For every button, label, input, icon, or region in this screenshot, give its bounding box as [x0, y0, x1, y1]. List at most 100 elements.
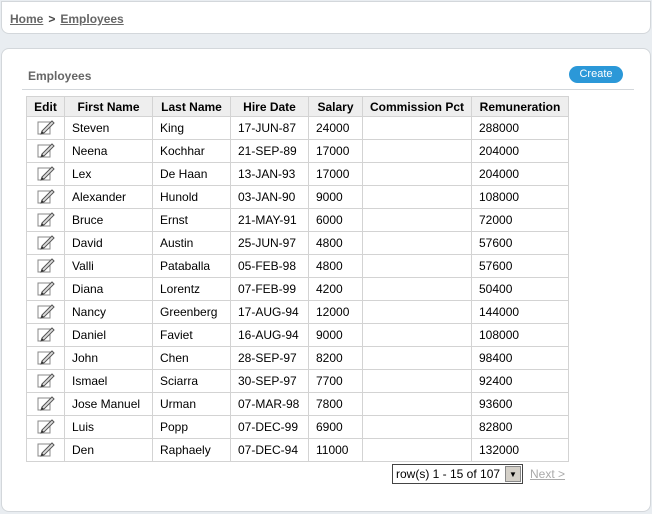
edit-cell	[26, 438, 65, 462]
edit-pencil-icon[interactable]	[37, 441, 55, 460]
table-cell: 07-DEC-99	[230, 415, 309, 439]
edit-pencil-icon[interactable]	[37, 257, 55, 276]
table-cell: 25-JUN-97	[230, 231, 309, 255]
table-cell: 4800	[308, 254, 363, 278]
table-cell: Hunold	[152, 185, 231, 209]
table-cell: Luis	[64, 415, 153, 439]
table-cell: Nancy	[64, 300, 153, 324]
table-cell: 144000	[471, 300, 569, 324]
edit-pencil-icon[interactable]	[37, 119, 55, 138]
table-cell: 288000	[471, 116, 569, 140]
table-cell: 21-MAY-91	[230, 208, 309, 232]
table-row: Ismael Sciarra 30-SEP-97 7700 92400	[26, 369, 569, 393]
table-cell: Diana	[64, 277, 153, 301]
table-cell: David	[64, 231, 153, 255]
table-cell: Urman	[152, 392, 231, 416]
column-header[interactable]: Commission Pct	[362, 96, 472, 117]
table-cell: 108000	[471, 185, 569, 209]
breadcrumb-home[interactable]: Home	[10, 12, 44, 26]
table-row: Neena Kochhar 21-SEP-89 17000 204000	[26, 139, 569, 163]
breadcrumb-separator: >	[48, 12, 56, 26]
edit-pencil-icon[interactable]	[37, 395, 55, 414]
table-cell: 4800	[308, 231, 363, 255]
table-cell: 72000	[471, 208, 569, 232]
edit-pencil-icon[interactable]	[37, 234, 55, 253]
edit-pencil-icon[interactable]	[37, 418, 55, 437]
table-cell: 07-DEC-94	[230, 438, 309, 462]
column-header[interactable]: Remuneration	[471, 96, 569, 117]
table-cell: 9000	[308, 323, 363, 347]
table-cell	[362, 185, 472, 209]
edit-cell	[26, 323, 65, 347]
table-cell: 50400	[471, 277, 569, 301]
edit-cell	[26, 254, 65, 278]
table-cell	[362, 438, 472, 462]
edit-cell	[26, 369, 65, 393]
edit-pencil-icon[interactable]	[37, 372, 55, 391]
employees-region: Employees Create Edit First Name Last Name…	[1, 48, 651, 512]
region-title: Employees	[28, 69, 92, 83]
table-cell	[362, 392, 472, 416]
edit-cell	[26, 162, 65, 186]
chevron-down-icon[interactable]: ▼	[505, 466, 521, 482]
edit-cell	[26, 415, 65, 439]
table-cell	[362, 162, 472, 186]
column-header[interactable]: Hire Date	[230, 96, 309, 117]
row-range-value: row(s) 1 - 15 of 107	[396, 467, 501, 481]
table-row: Lex De Haan 13-JAN-93 17000 204000	[26, 162, 569, 186]
column-header[interactable]: Last Name	[152, 96, 231, 117]
table-cell	[362, 300, 472, 324]
table-row: Luis Popp 07-DEC-99 6900 82800	[26, 415, 569, 439]
table-cell: 92400	[471, 369, 569, 393]
breadcrumb-employees[interactable]: Employees	[60, 12, 124, 26]
column-header[interactable]: First Name	[64, 96, 153, 117]
edit-pencil-icon[interactable]	[37, 188, 55, 207]
table-cell: Sciarra	[152, 369, 231, 393]
table-cell: 57600	[471, 254, 569, 278]
table-cell: 6900	[308, 415, 363, 439]
table-cell	[362, 254, 472, 278]
next-link[interactable]: Next >	[530, 467, 566, 481]
table-cell: 6000	[308, 208, 363, 232]
table-cell: Chen	[152, 346, 231, 370]
table-cell	[362, 346, 472, 370]
table-cell: 17-JUN-87	[230, 116, 309, 140]
table-row: David Austin 25-JUN-97 4800 57600	[26, 231, 569, 255]
table-cell: 21-SEP-89	[230, 139, 309, 163]
table-cell: 17000	[308, 139, 363, 163]
table-cell: 17000	[308, 162, 363, 186]
table-cell	[362, 415, 472, 439]
edit-cell	[26, 139, 65, 163]
table-cell: Pataballa	[152, 254, 231, 278]
edit-cell	[26, 346, 65, 370]
table-cell: 24000	[308, 116, 363, 140]
edit-pencil-icon[interactable]	[37, 165, 55, 184]
table-cell: 16-AUG-94	[230, 323, 309, 347]
edit-pencil-icon[interactable]	[37, 326, 55, 345]
table-cell: Bruce	[64, 208, 153, 232]
table-cell: 11000	[308, 438, 363, 462]
edit-cell	[26, 231, 65, 255]
edit-cell	[26, 116, 65, 140]
create-button[interactable]: Create	[569, 66, 623, 83]
column-header[interactable]: Edit	[26, 96, 65, 117]
edit-pencil-icon[interactable]	[37, 211, 55, 230]
table-cell: 7800	[308, 392, 363, 416]
table-cell: 93600	[471, 392, 569, 416]
table-cell: Kochhar	[152, 139, 231, 163]
table-row: Diana Lorentz 07-FEB-99 4200 50400	[26, 277, 569, 301]
table-cell: Ernst	[152, 208, 231, 232]
edit-pencil-icon[interactable]	[37, 303, 55, 322]
table-cell: Den	[64, 438, 153, 462]
table-cell: 82800	[471, 415, 569, 439]
table-cell: 108000	[471, 323, 569, 347]
table-cell: Ismael	[64, 369, 153, 393]
edit-pencil-icon[interactable]	[37, 142, 55, 161]
row-range-select[interactable]: row(s) 1 - 15 of 107 ▼	[392, 464, 523, 484]
table-cell: 28-SEP-97	[230, 346, 309, 370]
edit-pencil-icon[interactable]	[37, 280, 55, 299]
pagination: row(s) 1 - 15 of 107 ▼ Next >	[392, 464, 565, 484]
edit-pencil-icon[interactable]	[37, 349, 55, 368]
column-header[interactable]: Salary	[308, 96, 363, 117]
table-cell: 03-JAN-90	[230, 185, 309, 209]
